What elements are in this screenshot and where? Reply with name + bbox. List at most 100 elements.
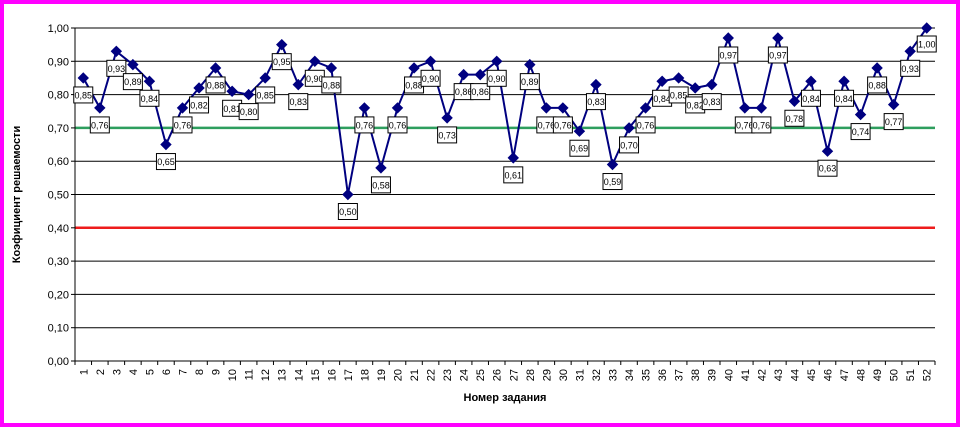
- data-point-marker: [921, 22, 933, 34]
- data-label-box: [255, 86, 276, 104]
- y-tick-label: 0,00: [48, 356, 69, 368]
- data-label-text: 0,86: [471, 87, 489, 97]
- data-label-text: 0,73: [438, 130, 456, 140]
- x-tick-label: 29: [541, 369, 553, 381]
- data-point-marker: [143, 75, 156, 87]
- y-tick-label: 0,30: [48, 256, 69, 268]
- y-tick-label: 0,40: [48, 223, 69, 235]
- data-point-marker: [193, 82, 205, 94]
- x-tick-label: 48: [856, 369, 868, 381]
- data-label-text: 0,93: [901, 64, 919, 74]
- data-point-marker: [94, 102, 106, 114]
- data-label: 0,89: [122, 73, 143, 91]
- data-label-box: [155, 153, 176, 171]
- data-label-box: [552, 116, 573, 134]
- data-label: 0,76: [635, 116, 656, 134]
- data-point-marker: [805, 75, 817, 87]
- data-point-marker: [557, 102, 569, 114]
- data-point-marker: [226, 85, 238, 97]
- x-tick-label: 40: [723, 369, 735, 381]
- data-label: 0,76: [387, 116, 408, 134]
- x-tick-label: 21: [409, 369, 421, 381]
- data-label-box: [668, 86, 689, 104]
- data-labels: 0,85 0,76 0,93 0,89 0,84 0,65 0,76 0,82 0,88 0,81…: [73, 35, 937, 220]
- data-label-text: 0,84: [653, 94, 671, 104]
- data-label-text: 0,85: [670, 90, 688, 100]
- data-point-marker: [391, 102, 404, 114]
- data-point-marker: [788, 95, 801, 107]
- x-tick-label: 13: [277, 369, 289, 381]
- x-tick-label: 14: [293, 369, 305, 381]
- y-tick-label: 0,60: [48, 156, 69, 168]
- data-label-box: [800, 89, 821, 107]
- data-point-marker: [590, 78, 602, 91]
- data-label: 0,76: [89, 116, 110, 134]
- data-point-marker: [755, 102, 768, 114]
- data-label-text: 0,76: [174, 120, 192, 130]
- data-point-marker: [276, 38, 288, 51]
- x-tick-label: 19: [376, 369, 388, 381]
- data-label-box: [139, 89, 160, 107]
- x-tick-label: 34: [624, 369, 636, 381]
- data-label: 0,86: [453, 83, 474, 101]
- data-label-box: [784, 109, 805, 127]
- data-label-box: [354, 116, 375, 134]
- x-tick-label: 4: [128, 369, 140, 375]
- y-axis-title: Коэфициент решаемости: [11, 126, 23, 263]
- data-point-marker: [606, 158, 619, 171]
- data-label: 0,50: [337, 203, 358, 220]
- data-label: 0,88: [205, 76, 226, 94]
- data-label: 0,73: [437, 126, 458, 144]
- data-label-box: [834, 89, 855, 107]
- x-tick-label: 26: [492, 369, 504, 381]
- data-label: 0,83: [701, 93, 722, 111]
- x-tick-label: 43: [773, 369, 785, 381]
- data-label-box: [420, 69, 441, 87]
- data-label: 0,95: [271, 53, 292, 71]
- data-label: 0,88: [867, 76, 888, 94]
- data-label-text: 0,90: [422, 74, 440, 84]
- data-label: 0,59: [602, 173, 623, 191]
- data-label-text: 0,81: [223, 104, 241, 114]
- data-label-text: 0,86: [455, 87, 473, 97]
- data-point-marker: [623, 122, 635, 134]
- data-label-text: 0,58: [372, 180, 390, 190]
- data-point-marker: [309, 55, 321, 68]
- data-label-box: [751, 116, 772, 134]
- data-point-marker: [722, 32, 734, 44]
- x-tick-label: 15: [310, 369, 322, 381]
- data-point-marker: [160, 138, 172, 151]
- y-tick-label: 0,10: [48, 323, 69, 335]
- data-label-box: [619, 136, 640, 154]
- data-label: 0,83: [288, 93, 309, 111]
- data-point-marker: [259, 72, 271, 84]
- data-point-marker: [573, 125, 586, 137]
- x-tick-label: 27: [508, 369, 520, 381]
- data-point-marker: [706, 78, 718, 91]
- y-tick-label: 0,20: [48, 289, 69, 301]
- data-label-text: 0,76: [91, 120, 109, 130]
- data-label-text: 0,84: [141, 94, 159, 104]
- data-label: 0,86: [470, 83, 491, 101]
- data-label: 0,76: [172, 116, 193, 134]
- x-tick-label: 22: [426, 369, 438, 381]
- data-point-marker: [689, 82, 701, 94]
- x-tick-label: 45: [806, 369, 818, 381]
- data-label-text: 0,90: [488, 74, 506, 84]
- data-label-text: 0,76: [736, 120, 754, 130]
- data-label: 0,85: [255, 86, 276, 104]
- x-tick-label: 50: [889, 369, 901, 381]
- data-label-box: [89, 116, 110, 134]
- data-label-text: 0,61: [505, 170, 523, 180]
- data-label-box: [602, 173, 623, 191]
- data-label-text: 0,76: [538, 120, 556, 130]
- x-tick-label: 31: [574, 369, 586, 381]
- data-label-text: 0,76: [554, 120, 572, 130]
- chart-frame: 0,00 0,10 0,20 0,30 0,40 0,50 0,60 0,70 0,80 0,90…: [4, 4, 956, 423]
- data-point-marker: [887, 98, 900, 111]
- x-tick-label: 24: [459, 369, 471, 381]
- data-label-text: 0,77: [885, 117, 903, 127]
- data-point-marker: [772, 32, 784, 44]
- data-label: 0,58: [370, 176, 391, 194]
- data-point-marker: [424, 55, 437, 68]
